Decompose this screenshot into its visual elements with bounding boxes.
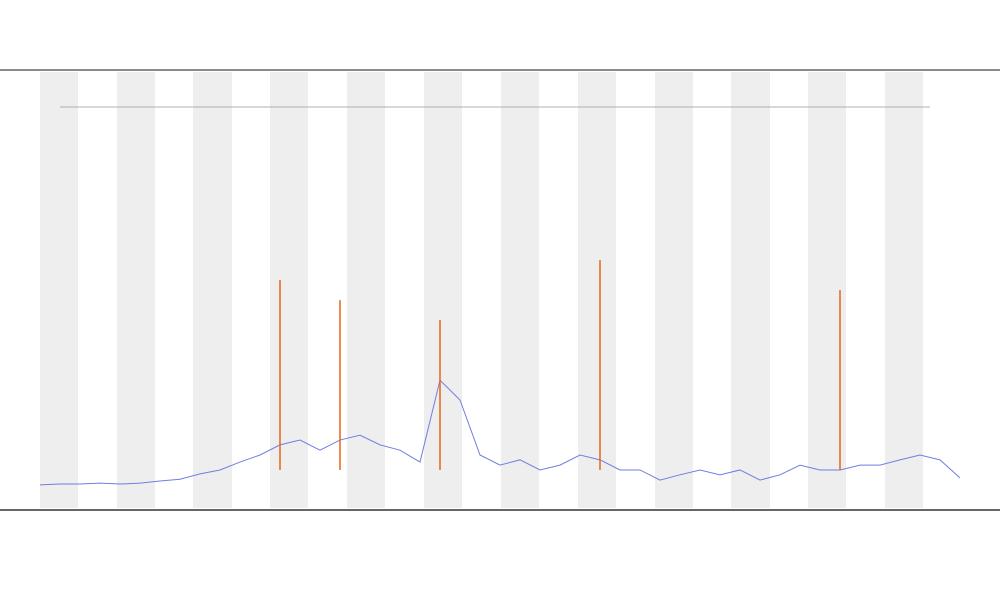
band bbox=[424, 72, 462, 508]
series-line bbox=[39, 379, 961, 486]
band bbox=[347, 72, 385, 508]
band bbox=[270, 72, 308, 508]
band bbox=[578, 72, 616, 508]
band bbox=[655, 72, 693, 508]
band bbox=[117, 72, 155, 508]
band bbox=[501, 72, 539, 508]
band bbox=[731, 72, 770, 508]
band bbox=[885, 72, 923, 508]
band bbox=[40, 72, 78, 508]
bands bbox=[40, 72, 923, 508]
band bbox=[193, 72, 232, 508]
